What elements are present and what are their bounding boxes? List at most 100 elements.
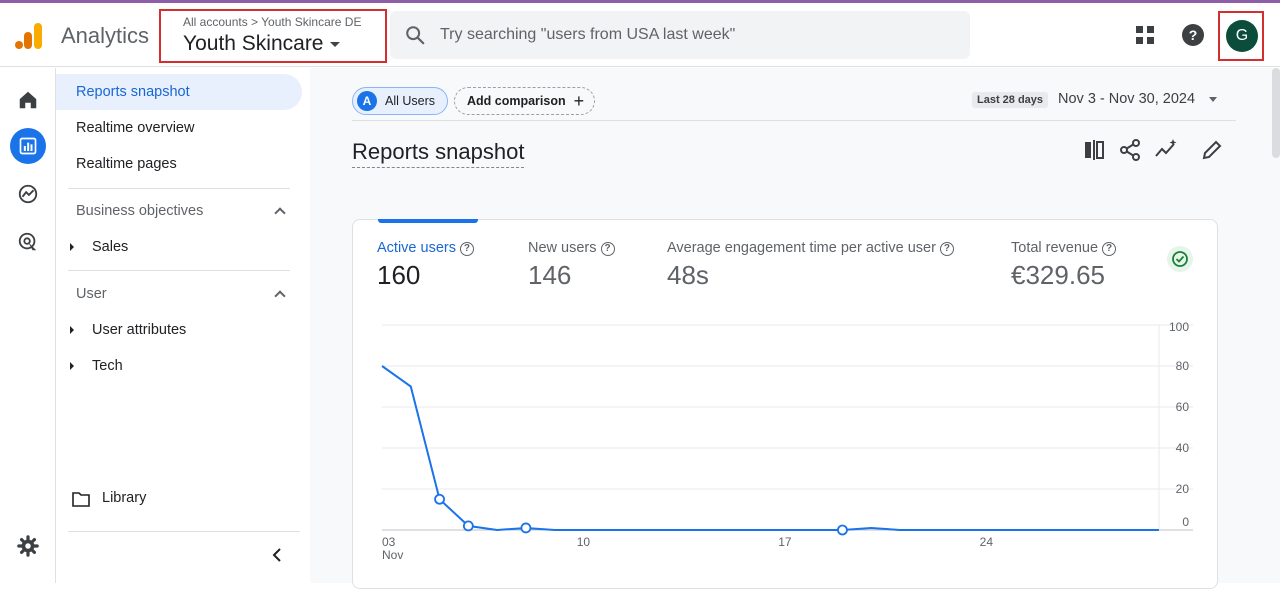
help-icon[interactable]: ?: [1181, 23, 1205, 47]
compare-columns-icon[interactable]: [1082, 138, 1106, 162]
rail-settings-button[interactable]: [10, 528, 46, 564]
app-name: Analytics: [61, 23, 150, 48]
y-tick-label: 0: [1182, 515, 1189, 529]
settings-icon: [17, 535, 39, 557]
section-business-objectives[interactable]: Business objectives: [76, 203, 204, 219]
check-circle-icon[interactable]: [1167, 246, 1193, 272]
metric-label: New users: [528, 240, 597, 256]
insights-icon[interactable]: [1154, 138, 1178, 162]
help-icon[interactable]: ?: [600, 242, 615, 256]
home-icon: [19, 91, 37, 109]
metric-new-users[interactable]: New users? 146: [528, 240, 615, 291]
chevron-down-icon: [329, 41, 340, 47]
sidebar-item-sales[interactable]: Sales: [92, 239, 129, 255]
share-icon[interactable]: [1118, 138, 1142, 162]
all-users-label: All Users: [385, 94, 436, 108]
toolbar-divider: [352, 120, 1236, 121]
property-selector[interactable]: All accounts > Youth Skincare DE Youth S…: [159, 9, 387, 63]
help-icon[interactable]: ?: [1102, 242, 1117, 256]
folder-icon: [72, 492, 90, 507]
rail-home-button[interactable]: [10, 82, 46, 118]
metric-active-users[interactable]: Active users? 160: [377, 240, 474, 291]
series-line-active-users: [381, 365, 1159, 532]
metrics-card: Active users? 160 New users? 146 Average…: [352, 219, 1218, 589]
x-tick-sublabel: Nov: [382, 548, 403, 562]
sidebar-nav: Reports snapshot Realtime overview Realt…: [56, 68, 310, 583]
chevron-down-icon[interactable]: [1209, 97, 1217, 102]
comparison-badge: A: [357, 91, 377, 111]
x-tick-label: 10: [577, 535, 591, 549]
date-preset-badge[interactable]: Last 28 days: [972, 92, 1049, 108]
data-point: [462, 520, 474, 532]
y-tick-label: 100: [1169, 320, 1189, 334]
nav-divider: [68, 531, 300, 532]
search-icon: [406, 26, 425, 45]
explore-icon: [18, 184, 38, 204]
chevron-up-icon[interactable]: [274, 290, 286, 302]
nav-divider: [68, 270, 290, 271]
x-tick-label: 03: [382, 535, 396, 549]
date-range[interactable]: Nov 3 - Nov 30, 2024: [1058, 91, 1196, 107]
help-icon[interactable]: ?: [459, 242, 474, 256]
y-tick-label: 60: [1176, 400, 1190, 414]
main-content: A All Users Add comparison + Last 28 day…: [310, 68, 1280, 589]
add-comparison-button[interactable]: Add comparison +: [454, 87, 596, 115]
data-point: [520, 522, 532, 534]
rail-advertising-button[interactable]: [10, 224, 46, 260]
y-tick-label: 40: [1176, 441, 1190, 455]
expand-arrow-icon[interactable]: [70, 362, 74, 370]
x-tick-label: 17: [778, 535, 792, 549]
sidebar-item-user-attributes[interactable]: User attributes: [92, 322, 187, 338]
add-comparison-label: Add comparison: [467, 94, 566, 108]
metric-label: Total revenue: [1011, 240, 1099, 256]
metric-avg-engagement-time[interactable]: Average engagement time per active user?…: [667, 240, 954, 291]
left-rail: [0, 68, 56, 583]
sidebar-item-library[interactable]: Library: [102, 490, 147, 506]
collapse-sidebar-icon[interactable]: [270, 548, 284, 562]
property-name[interactable]: Youth Skincare: [183, 32, 340, 56]
metric-value: 160: [377, 260, 421, 290]
advertising-icon: [18, 232, 37, 251]
y-tick-label: 20: [1176, 482, 1190, 496]
section-user[interactable]: User: [76, 286, 107, 302]
metric-value: 48s: [667, 260, 709, 290]
data-point: [837, 524, 848, 536]
plus-icon: +: [573, 90, 585, 111]
search-input[interactable]: [440, 11, 950, 59]
account-breadcrumb[interactable]: All accounts > Youth Skincare DE: [183, 15, 362, 29]
metric-label: Average engagement time per active user: [667, 240, 936, 256]
sidebar-item-reports-snapshot[interactable]: Reports snapshot: [56, 74, 302, 110]
metric-value: €329.65: [1011, 260, 1105, 290]
metric-value: 146: [528, 260, 572, 290]
header: Analytics All accounts > Youth Skincare …: [0, 3, 1280, 67]
search-bar[interactable]: [390, 11, 970, 59]
scrollbar[interactable]: [1272, 68, 1280, 158]
all-users-chip[interactable]: A All Users: [352, 87, 449, 115]
analytics-logo-icon[interactable]: [14, 21, 44, 51]
help-icon[interactable]: ?: [939, 242, 954, 256]
sidebar-item-tech[interactable]: Tech: [92, 358, 123, 374]
account-avatar-highlight[interactable]: G: [1218, 11, 1264, 61]
rail-reports-button[interactable]: [10, 128, 46, 164]
x-tick-label: 24: [980, 535, 994, 549]
nav-divider: [68, 188, 290, 189]
metric-label: Active users: [377, 240, 456, 256]
top-accent-line: [0, 0, 1280, 3]
sidebar-item-realtime-overview[interactable]: Realtime overview: [76, 120, 195, 136]
y-tick-label: 80: [1176, 359, 1190, 373]
chevron-up-icon[interactable]: [274, 207, 286, 219]
metric-total-revenue[interactable]: Total revenue? €329.65: [1011, 240, 1117, 291]
svg-text:?: ?: [1189, 27, 1198, 43]
avatar[interactable]: G: [1226, 20, 1258, 52]
apps-grid-icon[interactable]: [1135, 25, 1155, 45]
page-title[interactable]: Reports snapshot: [352, 139, 525, 168]
reports-icon: [19, 137, 37, 155]
sidebar-item-realtime-pages[interactable]: Realtime pages: [76, 156, 177, 172]
edit-icon[interactable]: [1200, 138, 1224, 162]
expand-arrow-icon[interactable]: [70, 243, 74, 251]
expand-arrow-icon[interactable]: [70, 326, 74, 334]
data-point: [434, 493, 445, 505]
active-tab-indicator: [378, 219, 478, 223]
rail-explore-button[interactable]: [10, 176, 46, 212]
